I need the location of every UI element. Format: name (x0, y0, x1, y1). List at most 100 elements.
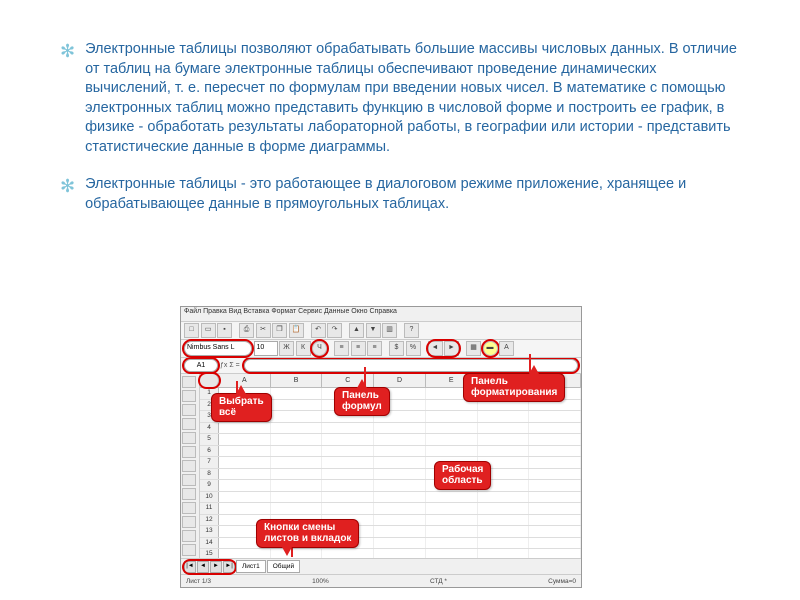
cell[interactable] (374, 434, 426, 445)
cell[interactable] (478, 423, 530, 434)
cell[interactable] (478, 503, 530, 514)
undo-icon[interactable]: ↶ (311, 323, 326, 338)
dec-indent-icon[interactable]: ◄ (428, 341, 443, 356)
cell[interactable] (374, 503, 426, 514)
cell[interactable] (478, 515, 530, 526)
name-box[interactable]: A1 (184, 359, 218, 372)
cell[interactable] (271, 388, 323, 399)
cell[interactable] (426, 526, 478, 537)
help-icon[interactable]: ? (404, 323, 419, 338)
select-all-corner[interactable] (200, 374, 219, 387)
cell[interactable] (271, 400, 323, 411)
row-header[interactable]: 4 (200, 423, 219, 434)
tool-icon[interactable] (182, 418, 196, 430)
sheet-tab[interactable]: Общий (267, 560, 300, 573)
cell[interactable] (271, 457, 323, 468)
cell[interactable] (322, 457, 374, 468)
percent-icon[interactable]: % (406, 341, 421, 356)
cell[interactable] (374, 446, 426, 457)
cell[interactable] (426, 503, 478, 514)
italic-button[interactable]: К (296, 341, 311, 356)
formula-input[interactable] (244, 359, 578, 372)
tool-icon[interactable] (182, 404, 196, 416)
tool-icon[interactable] (182, 530, 196, 542)
col-header[interactable]: B (271, 374, 323, 387)
cell[interactable] (374, 526, 426, 537)
new-icon[interactable]: □ (184, 323, 199, 338)
cell[interactable] (426, 411, 478, 422)
inc-indent-icon[interactable]: ► (444, 341, 459, 356)
copy-icon[interactable]: ❐ (272, 323, 287, 338)
redo-icon[interactable]: ↷ (327, 323, 342, 338)
cell[interactable] (426, 515, 478, 526)
cell[interactable] (426, 423, 478, 434)
cell[interactable] (374, 538, 426, 549)
row-header[interactable]: 5 (200, 434, 219, 445)
align-left-icon[interactable]: ≡ (334, 341, 349, 356)
cell[interactable] (426, 538, 478, 549)
cell[interactable] (529, 480, 581, 491)
tab-next-icon[interactable]: ► (210, 561, 222, 573)
cell[interactable] (478, 492, 530, 503)
cell[interactable] (426, 446, 478, 457)
tool-icon[interactable] (182, 488, 196, 500)
row-header[interactable]: 14 (200, 538, 219, 549)
cell[interactable] (271, 469, 323, 480)
currency-icon[interactable]: $ (389, 341, 404, 356)
cell[interactable] (219, 503, 271, 514)
cell[interactable] (374, 457, 426, 468)
sort-desc-icon[interactable]: ▼ (366, 323, 381, 338)
row-header[interactable]: 6 (200, 446, 219, 457)
cell[interactable] (219, 469, 271, 480)
font-size-combo[interactable]: 10 (254, 341, 278, 356)
tool-icon[interactable] (182, 376, 196, 388)
cell[interactable] (271, 492, 323, 503)
save-icon[interactable]: ▪ (217, 323, 232, 338)
cell[interactable] (529, 457, 581, 468)
cell[interactable] (219, 423, 271, 434)
cell[interactable] (529, 434, 581, 445)
tool-icon[interactable] (182, 516, 196, 528)
cell[interactable] (322, 446, 374, 457)
cell[interactable] (219, 457, 271, 468)
cell[interactable] (478, 526, 530, 537)
row-header[interactable]: 10 (200, 492, 219, 503)
cell[interactable] (529, 515, 581, 526)
row-header[interactable]: 13 (200, 526, 219, 537)
cell[interactable] (322, 503, 374, 514)
col-header[interactable]: D (374, 374, 426, 387)
font-name-combo[interactable]: Nimbus Sans L (184, 341, 252, 356)
cell[interactable] (529, 503, 581, 514)
cell[interactable] (426, 434, 478, 445)
row-header[interactable]: 8 (200, 469, 219, 480)
chart-icon[interactable]: ▥ (382, 323, 397, 338)
tab-first-icon[interactable]: |◄ (184, 561, 196, 573)
row-header[interactable]: 12 (200, 515, 219, 526)
align-center-icon[interactable]: ≡ (351, 341, 366, 356)
cell[interactable] (478, 446, 530, 457)
open-icon[interactable]: ▭ (201, 323, 216, 338)
cell[interactable] (271, 503, 323, 514)
row-header[interactable]: 7 (200, 457, 219, 468)
cell[interactable] (478, 538, 530, 549)
paste-icon[interactable]: 📋 (289, 323, 304, 338)
cut-icon[interactable]: ✂ (256, 323, 271, 338)
cell[interactable] (529, 446, 581, 457)
fill-color-icon[interactable]: ▬ (483, 341, 498, 356)
cell[interactable] (271, 446, 323, 457)
cell[interactable] (271, 423, 323, 434)
cell[interactable] (219, 434, 271, 445)
cell[interactable] (478, 411, 530, 422)
row-header[interactable]: 9 (200, 480, 219, 491)
cell[interactable] (322, 469, 374, 480)
cell[interactable] (374, 480, 426, 491)
cell[interactable] (219, 492, 271, 503)
border-icon[interactable]: ▦ (466, 341, 481, 356)
tool-icon[interactable] (182, 446, 196, 458)
row-header[interactable]: 11 (200, 503, 219, 514)
fx-buttons[interactable]: ƒx Σ = (220, 362, 240, 369)
underline-button[interactable]: Ч (312, 341, 327, 356)
cell[interactable] (374, 492, 426, 503)
cell[interactable] (322, 480, 374, 491)
cell[interactable] (271, 480, 323, 491)
